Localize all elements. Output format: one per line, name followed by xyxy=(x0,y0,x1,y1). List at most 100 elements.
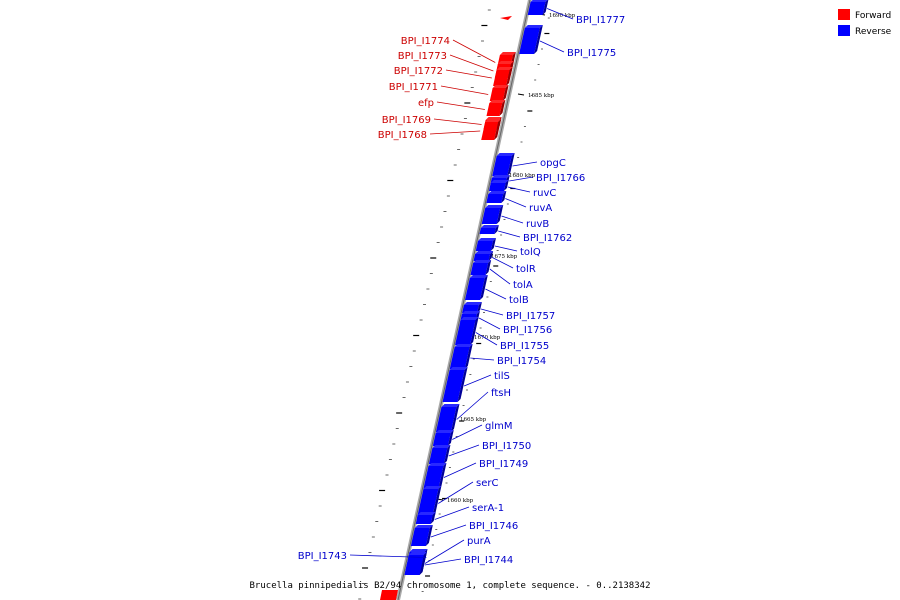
gene-feature[interactable] xyxy=(465,275,488,300)
gene-feature[interactable] xyxy=(417,486,442,518)
gene-label[interactable]: BPI_I1762 xyxy=(523,233,572,244)
gene-label[interactable]: tilS xyxy=(494,371,510,382)
gene-top-face xyxy=(485,205,504,208)
gene-label[interactable]: BPI_I1756 xyxy=(503,325,552,336)
gene-feature[interactable] xyxy=(435,404,460,432)
gene-shade xyxy=(485,260,492,275)
gene-top-face xyxy=(432,445,451,448)
leader-line xyxy=(443,462,477,478)
gene-label[interactable]: ruvA xyxy=(529,203,552,214)
gene-body xyxy=(486,103,503,116)
gene-feature[interactable] xyxy=(442,367,468,402)
gene-shade xyxy=(542,0,549,15)
gene-label[interactable]: BPI_I1768 xyxy=(378,130,427,141)
tick-label: 1680 kbp xyxy=(509,173,536,179)
gene-feature[interactable] xyxy=(470,260,492,275)
tick-label: 1690 kbp xyxy=(549,13,576,19)
gene-feature[interactable] xyxy=(428,445,451,464)
gene-feature[interactable] xyxy=(410,525,433,546)
leader-line xyxy=(448,444,480,457)
gene-top-face xyxy=(414,525,433,528)
gene-top-face xyxy=(473,260,492,263)
legend-reverse-swatch xyxy=(838,25,850,36)
gene-label[interactable]: BPI_I1766 xyxy=(536,173,585,184)
gene-label[interactable]: BPI_I1754 xyxy=(497,356,546,367)
gene-label[interactable]: BPI_I1775 xyxy=(567,48,616,59)
gene-feature[interactable] xyxy=(486,100,506,116)
leader-line xyxy=(475,332,498,346)
gene-feature[interactable] xyxy=(488,180,509,191)
gene-top-face xyxy=(488,191,507,194)
map-caption: Brucella pinnipedialis B2/94 chromosome … xyxy=(250,581,651,591)
gene-label[interactable]: BPI_I1750 xyxy=(482,441,531,452)
gene-feature[interactable] xyxy=(493,67,513,86)
gene-label[interactable]: BPI_I1749 xyxy=(479,459,528,470)
leader-line xyxy=(445,69,492,79)
gene-shade xyxy=(422,552,427,560)
gene-label[interactable]: ftsH xyxy=(491,388,511,399)
gene-label[interactable]: tolR xyxy=(516,264,536,275)
gene-feature[interactable] xyxy=(415,512,436,524)
gene-shade xyxy=(506,67,513,86)
gene-top-face xyxy=(460,317,479,320)
gene-label[interactable]: BPI_I1755 xyxy=(500,341,549,352)
gene-shade xyxy=(503,180,509,191)
gene-feature[interactable] xyxy=(527,0,549,15)
leader-line xyxy=(452,39,496,63)
gene-label[interactable]: BPI_I1772 xyxy=(394,66,443,77)
gene-feature[interactable] xyxy=(473,251,494,261)
gene-feature[interactable] xyxy=(423,463,447,489)
gene-label[interactable]: tolQ xyxy=(520,247,541,258)
gene-feature[interactable] xyxy=(486,191,507,203)
gene-label[interactable]: purA xyxy=(467,536,491,547)
gene-label[interactable]: serC xyxy=(476,478,498,489)
gene-feature[interactable] xyxy=(481,119,502,140)
gene-top-face xyxy=(449,367,468,370)
gene-label[interactable]: BPI_I1746 xyxy=(469,521,518,532)
leader-line xyxy=(424,539,465,564)
sequence-backbone-core xyxy=(397,0,531,600)
gene-label[interactable]: ruvC xyxy=(533,188,556,199)
gene-top-face xyxy=(417,512,436,515)
gene-feature[interactable] xyxy=(481,205,504,224)
gene-feature[interactable] xyxy=(455,317,479,345)
tick-label: 1670 kbp xyxy=(474,335,501,341)
gene-label[interactable]: glmM xyxy=(485,421,513,432)
gene-shade xyxy=(494,119,502,140)
leader-line xyxy=(429,130,481,135)
gene-label[interactable]: tolA xyxy=(513,280,533,291)
gene-feature[interactable] xyxy=(479,225,499,234)
gene-body xyxy=(470,263,489,275)
legend-reverse-label: Reverse xyxy=(855,27,892,37)
gene-feature[interactable] xyxy=(492,153,515,176)
gene-label[interactable]: BPI_I1757 xyxy=(506,311,555,322)
gene-top-face xyxy=(435,430,454,433)
gene-body xyxy=(481,122,499,140)
gene-feature[interactable] xyxy=(475,238,496,251)
gene-feature[interactable] xyxy=(432,430,454,446)
gene-label[interactable]: BPI_I1773 xyxy=(398,51,447,62)
gene-body xyxy=(455,320,476,345)
gene-label[interactable]: ruvB xyxy=(526,219,549,230)
gene-body xyxy=(442,370,465,402)
gene-top-face xyxy=(492,85,509,88)
gene-label[interactable]: efp xyxy=(418,98,434,109)
gene-label[interactable]: BPI_I1774 xyxy=(401,36,450,47)
gene-body xyxy=(486,194,504,203)
gene-label[interactable]: BPI_I1769 xyxy=(382,115,431,126)
gene-feature[interactable] xyxy=(519,25,543,54)
gene-feature[interactable] xyxy=(489,85,509,101)
gene-label[interactable]: opgC xyxy=(540,158,566,169)
gene-label[interactable]: BPI_I1771 xyxy=(389,82,438,93)
gene-feature[interactable] xyxy=(449,344,473,369)
gene-label[interactable]: serA-1 xyxy=(472,503,504,514)
gene-body xyxy=(415,515,433,524)
gene-label[interactable]: BPI_I1744 xyxy=(464,555,513,566)
gene-label[interactable]: tolB xyxy=(509,295,529,306)
gene-top-face xyxy=(441,404,460,407)
legend: Forward Reverse xyxy=(838,9,892,37)
gene-top-face xyxy=(489,100,506,103)
gene-label[interactable]: BPI_I1777 xyxy=(576,15,625,26)
gene-label[interactable]: BPI_I1743 xyxy=(298,551,347,562)
gene-body xyxy=(493,70,510,86)
